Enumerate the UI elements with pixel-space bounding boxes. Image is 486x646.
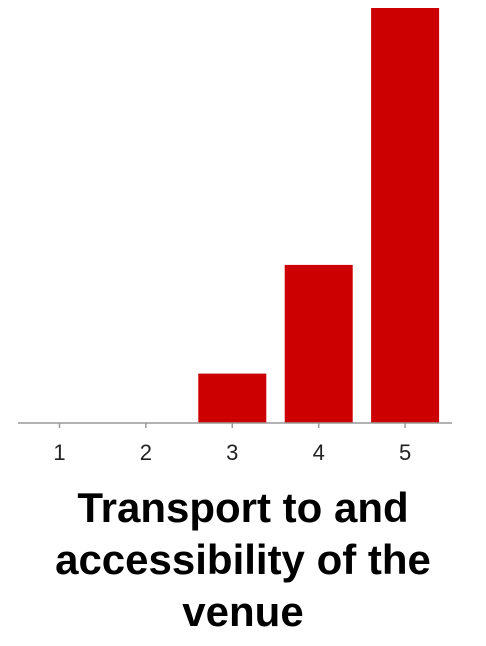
chart-title: Transport to and accessibility of the ve… [55,484,431,635]
bar-5 [371,8,440,423]
x-tick-label-5: 5 [399,440,411,465]
x-tick-label-3: 3 [226,440,238,465]
x-tick-label-4: 4 [313,440,325,465]
x-tick-label-1: 1 [53,440,65,465]
x-tick-label-2: 2 [140,440,152,465]
bar-4 [284,264,353,423]
bar-3 [198,373,267,423]
bars-group [198,8,440,423]
bar-chart: 1 2 3 4 5 [18,8,452,465]
x-axis-ticks: 1 2 3 4 5 [53,423,411,465]
